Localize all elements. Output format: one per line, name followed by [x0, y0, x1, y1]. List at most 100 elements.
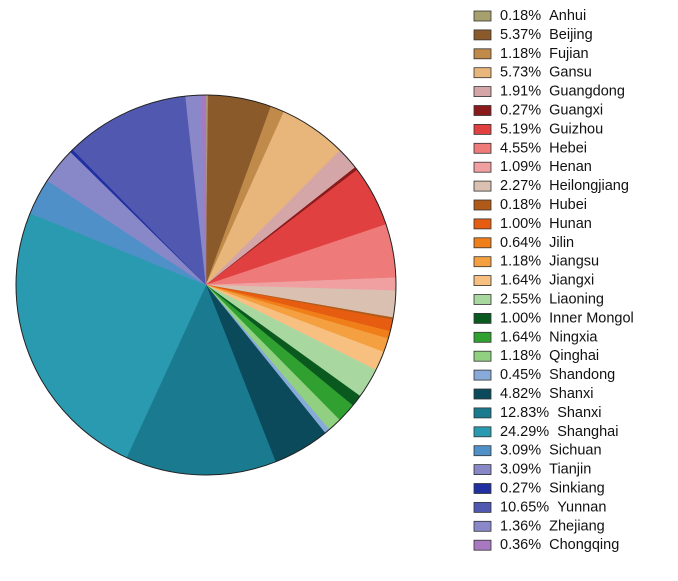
legend-name: Guizhou: [549, 121, 603, 137]
legend-swatch: [473, 67, 492, 79]
legend-name: Jiangxi: [549, 272, 594, 288]
legend-name: Shanxi: [549, 386, 593, 402]
legend-label: 4.82% Shanxi: [500, 386, 593, 402]
legend-swatch: [473, 464, 492, 476]
legend-label: 1.36% Zhejiang: [500, 518, 605, 534]
legend-swatch: [473, 539, 492, 551]
legend-value: 24.29%: [500, 424, 549, 440]
legend-value: 0.36%: [500, 537, 541, 553]
legend-label: 10.65% Yunnan: [500, 499, 606, 515]
legend-swatch: [473, 105, 492, 116]
legend-swatch: [473, 369, 492, 381]
legend-name: Heilongjiang: [549, 178, 629, 194]
legend-name: Liaoning: [549, 291, 604, 307]
legend-swatch: [473, 312, 492, 324]
legend-swatch: [473, 124, 492, 135]
legend-swatch: [473, 48, 492, 60]
legend-name: Guangxi: [549, 102, 603, 118]
legend-label: 2.27% Heilongjiang: [500, 178, 629, 194]
legend-value: 4.55%: [500, 140, 541, 156]
legend-swatch: [473, 388, 492, 400]
legend-value: 3.09%: [500, 443, 541, 459]
legend-value: 0.18%: [500, 8, 541, 24]
legend-label: 0.27% Guangxi: [500, 102, 603, 118]
legend-name: Tianjin: [549, 461, 591, 477]
legend-swatch: [473, 483, 492, 494]
legend-label: 5.73% Gansu: [500, 65, 592, 81]
legend-value: 1.00%: [500, 216, 541, 232]
legend-swatch: [473, 275, 492, 287]
legend-label: 3.09% Tianjin: [500, 461, 591, 477]
legend-value: 5.73%: [500, 65, 541, 81]
legend-name: Jiangsu: [549, 254, 599, 270]
legend-name: Hunan: [549, 216, 592, 232]
legend-label: 0.45% Shandong: [500, 367, 615, 383]
legend-name: Inner Mongol: [549, 310, 634, 326]
legend-label: 1.00% Inner Mongol: [500, 310, 634, 326]
legend-name: Shanghai: [557, 424, 618, 440]
legend-name: Sichuan: [549, 443, 601, 459]
legend-swatch: [473, 426, 492, 438]
legend-swatch: [473, 161, 492, 173]
legend-label: 1.91% Guangdong: [500, 83, 625, 99]
legend-name: Guangdong: [549, 83, 625, 99]
legend-swatch: [473, 199, 492, 211]
legend-value: 0.18%: [500, 197, 541, 213]
legend-name: Hebei: [549, 140, 587, 156]
legend-label: 5.19% Guizhou: [500, 121, 603, 137]
legend-value: 5.19%: [500, 121, 541, 137]
legend-value: 2.27%: [500, 178, 541, 194]
legend-value: 2.55%: [500, 291, 541, 307]
pie-outline: [15, 94, 397, 476]
legend-value: 4.82%: [500, 386, 541, 402]
legend-value: 1.18%: [500, 254, 541, 270]
legend-swatch: [473, 407, 492, 419]
legend-swatch: [473, 445, 492, 457]
legend-label: 4.55% Hebei: [500, 140, 587, 156]
legend-label: 0.18% Hubei: [500, 197, 587, 213]
legend-value: 12.83%: [500, 405, 549, 421]
legend-swatch: [473, 256, 492, 268]
legend-name: Shanxi: [557, 405, 601, 421]
legend-value: 1.00%: [500, 310, 541, 326]
legend-value: 0.45%: [500, 367, 541, 383]
legend-name: Chongqing: [549, 537, 619, 553]
legend-name: Henan: [549, 159, 592, 175]
legend-label: 1.18% Fujian: [500, 46, 589, 62]
legend-swatch: [473, 29, 492, 41]
legend-label: 1.18% Jiangsu: [500, 254, 599, 270]
legend-name: Sinkiang: [549, 480, 605, 496]
legend-name: Qinghai: [549, 348, 599, 364]
legend-swatch: [473, 180, 492, 192]
legend-value: 0.64%: [500, 235, 541, 251]
legend-swatch: [473, 142, 492, 154]
legend-swatch: [473, 294, 492, 305]
legend-swatch: [473, 237, 492, 249]
legend-value: 10.65%: [500, 499, 549, 515]
legend-swatch: [473, 520, 492, 532]
legend-value: 0.27%: [500, 102, 541, 118]
legend-swatch: [473, 86, 492, 97]
legend-value: 3.09%: [500, 461, 541, 477]
legend-label: 1.18% Qinghai: [500, 348, 599, 364]
legend-value: 1.64%: [500, 329, 541, 345]
legend-value: 1.18%: [500, 46, 541, 62]
legend-label: 0.64% Jilin: [500, 235, 574, 251]
legend-value: 1.36%: [500, 518, 541, 534]
legend-value: 1.09%: [500, 159, 541, 175]
legend-name: Shandong: [549, 367, 615, 383]
legend-label: 1.09% Henan: [500, 159, 592, 175]
legend-label: 1.64% Ningxia: [500, 329, 598, 345]
legend-swatch: [473, 501, 492, 513]
legend-name: Anhui: [549, 8, 586, 24]
legend-value: 1.18%: [500, 348, 541, 364]
legend-label: 0.18% Anhui: [500, 8, 586, 24]
legend-name: Gansu: [549, 65, 592, 81]
legend-label: 3.09% Sichuan: [500, 443, 602, 459]
legend-label: 2.55% Liaoning: [500, 291, 604, 307]
legend-label: 5.37% Beijing: [500, 27, 593, 43]
legend-name: Hubei: [549, 197, 587, 213]
legend-swatch: [473, 218, 492, 230]
legend-name: Ningxia: [549, 329, 598, 345]
